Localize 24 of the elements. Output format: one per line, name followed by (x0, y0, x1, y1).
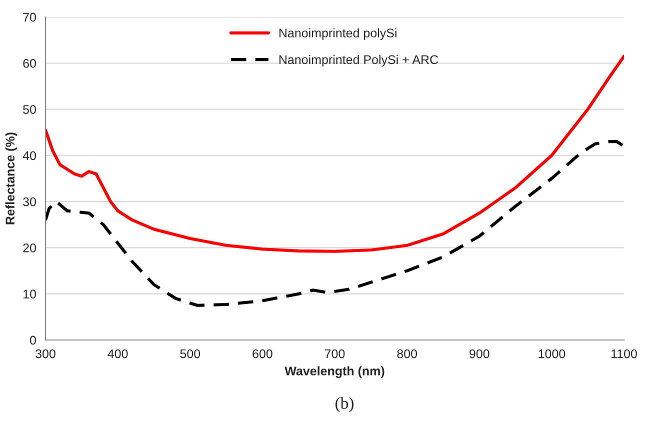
y-axis-title: Reflectance (%) (5, 132, 18, 224)
x-tick-label: 900 (470, 349, 490, 358)
x-tick-label: 1000 (538, 349, 566, 358)
x-tick-label: 300 (36, 349, 56, 358)
y-tick-label: 50 (23, 105, 36, 114)
line-series (46, 140, 624, 307)
y-tick-label: 10 (24, 290, 36, 299)
x-tick-label: 500 (180, 349, 200, 358)
x-tick-label: 400 (108, 349, 128, 358)
text: (b) (336, 397, 354, 412)
line-series (46, 54, 624, 253)
legend-label: Nanoimprinted polySi (279, 28, 396, 40)
x-tick-label: 800 (397, 349, 417, 358)
y-tick-label: 60 (23, 58, 36, 68)
legend-label: Nanoimprinted PolySi + ARC (279, 54, 438, 67)
x-tick-label: 600 (252, 349, 272, 358)
y-tick-label: 30 (23, 197, 36, 206)
x-tick-label: 1100 (612, 349, 637, 358)
x-tick-label: 700 (324, 349, 345, 358)
y-tick-label: 0 (30, 336, 36, 345)
y-tick-label: 40 (22, 151, 36, 160)
y-tick-label: 70 (23, 12, 36, 22)
x-axis-title: Wavelength (nm) (284, 366, 384, 378)
y-tick-label: 20 (23, 244, 36, 252)
